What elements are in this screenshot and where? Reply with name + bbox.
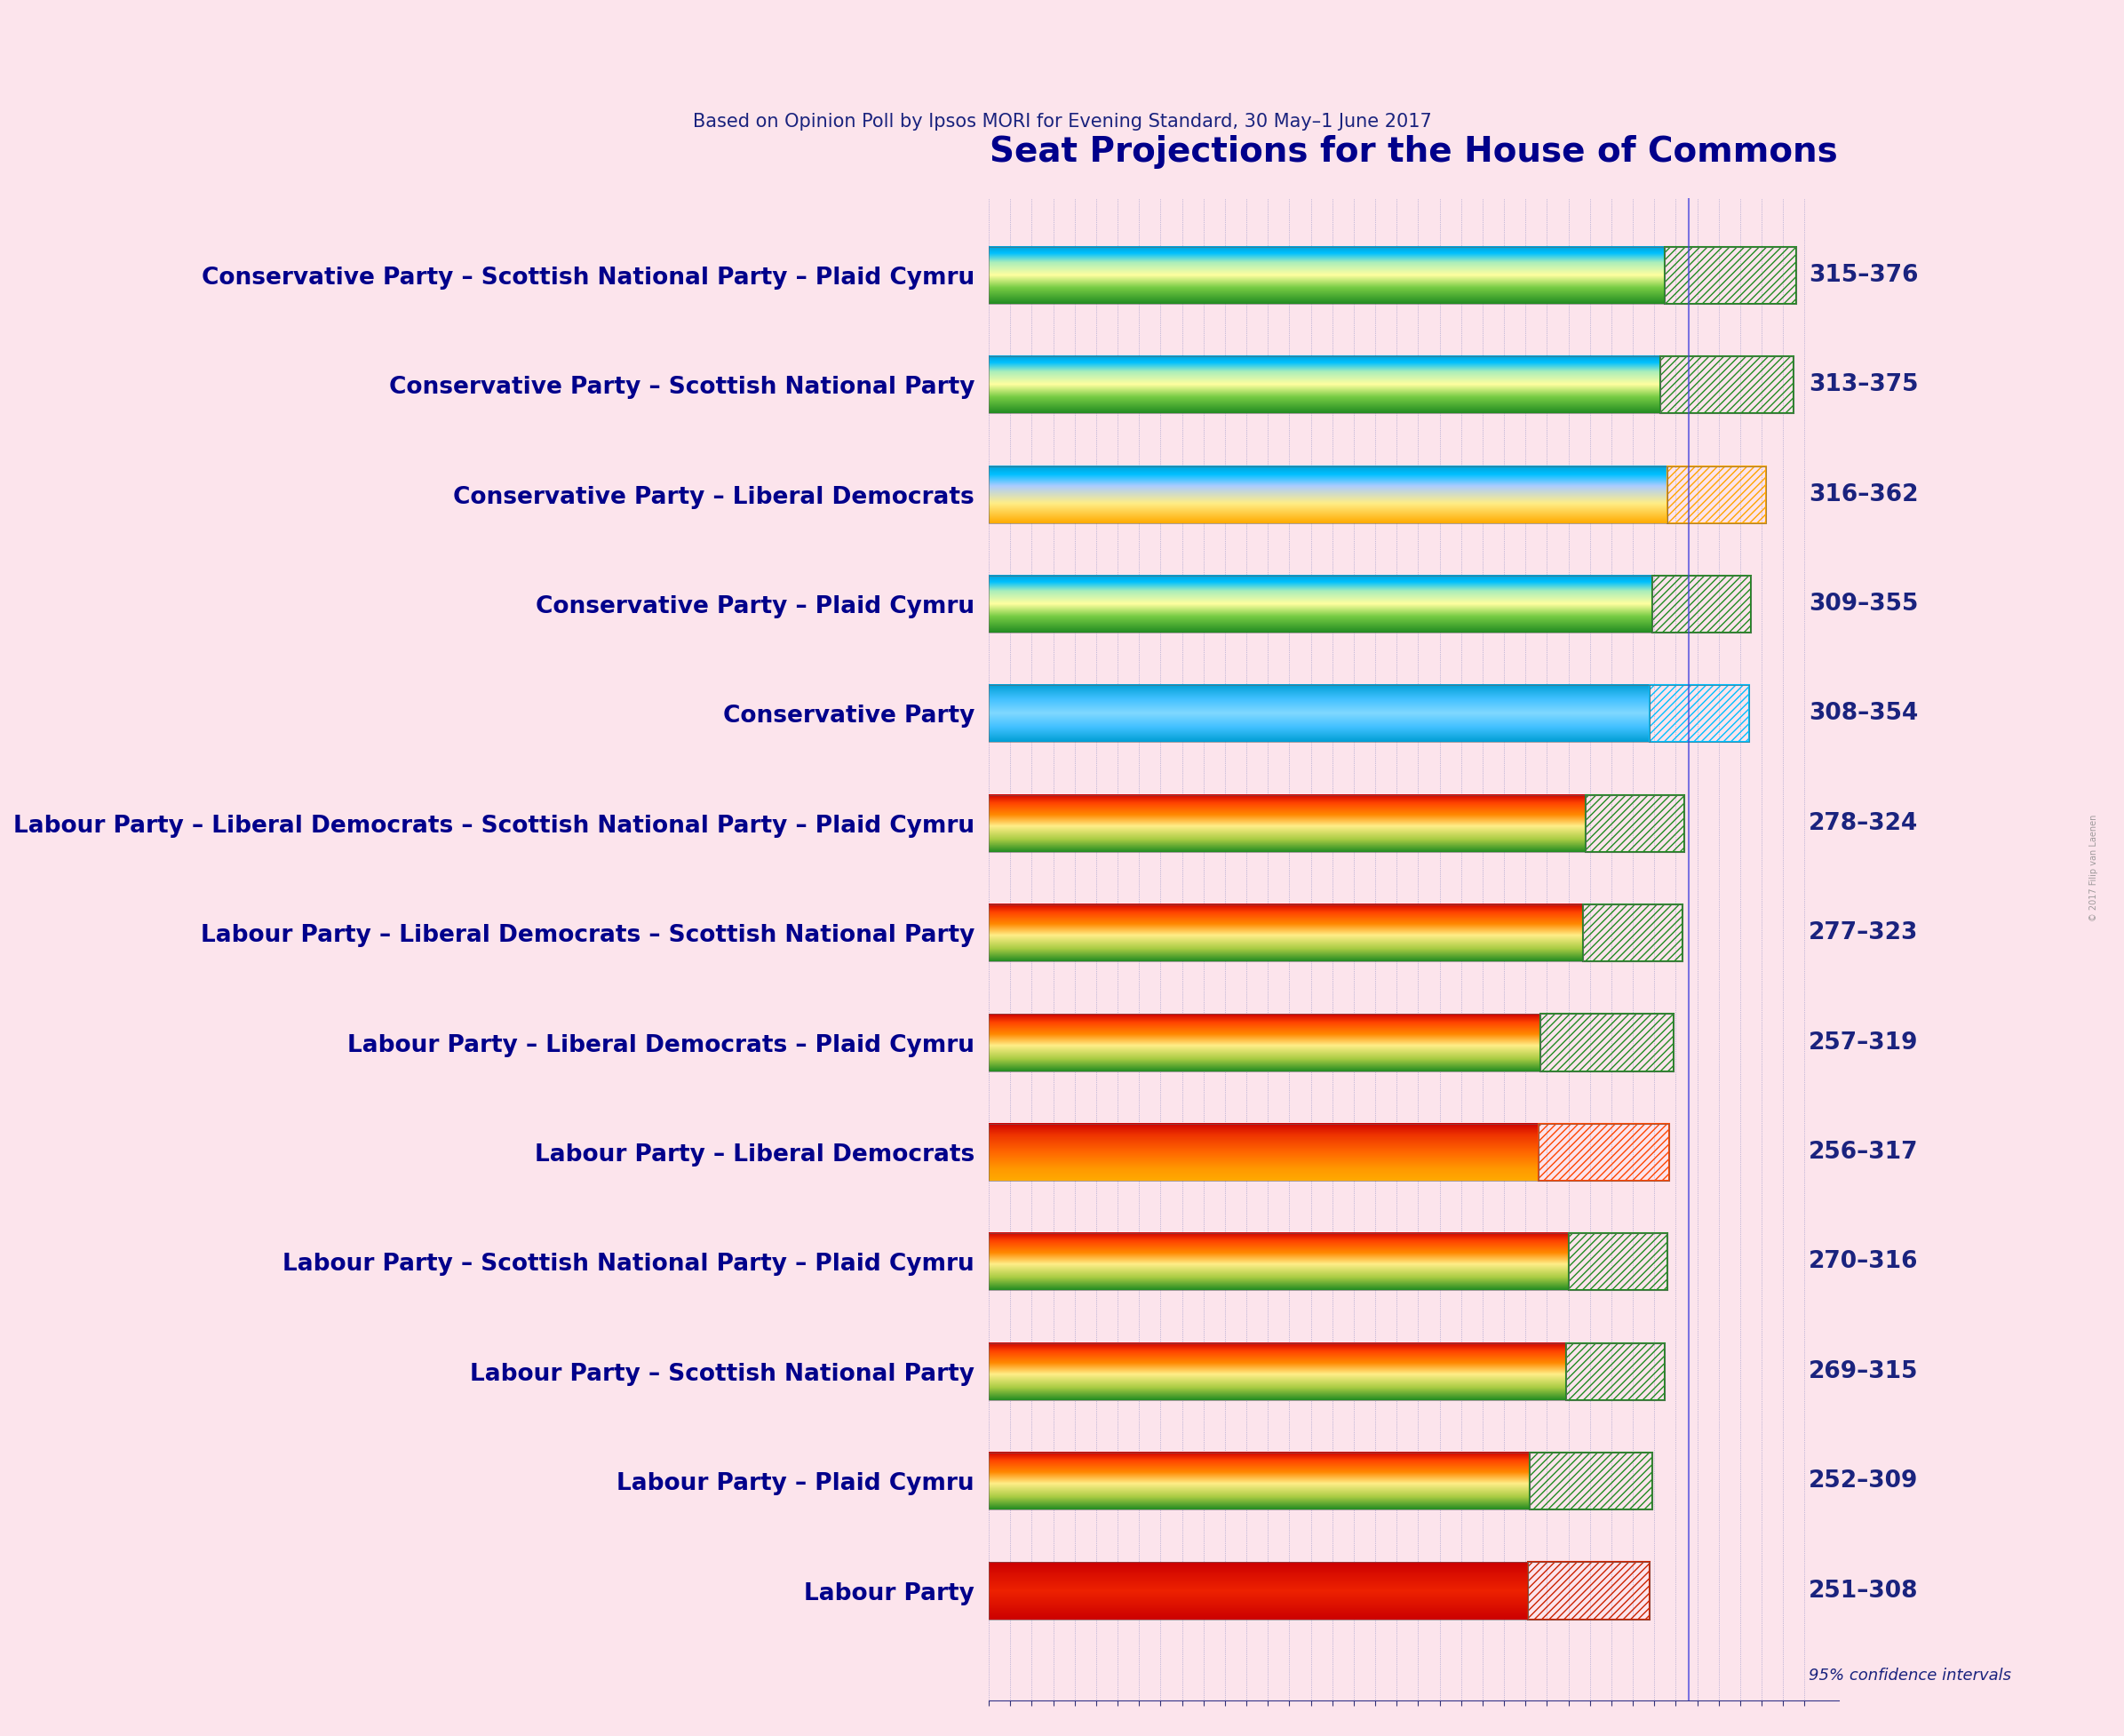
Bar — [1527, 1562, 1650, 1620]
Text: 308–354: 308–354 — [1810, 701, 1918, 726]
Text: 270–316: 270–316 — [1810, 1250, 1918, 1274]
Bar — [990, 576, 1652, 632]
Bar — [990, 465, 1667, 523]
Bar — [1650, 686, 1748, 743]
Bar — [1652, 576, 1750, 632]
Text: © 2017 Filip van Laenen: © 2017 Filip van Laenen — [2090, 814, 2099, 922]
Text: 309–355: 309–355 — [1810, 592, 1918, 616]
Bar — [1527, 1562, 1650, 1620]
Bar — [1661, 356, 1795, 413]
Bar — [1529, 1453, 1652, 1510]
Bar — [1565, 1344, 1665, 1399]
Text: Based on Opinion Poll by Ipsos MORI for Evening Standard, 30 May–1 June 2017: Based on Opinion Poll by Ipsos MORI for … — [692, 113, 1432, 130]
Text: 278–324: 278–324 — [1810, 812, 1918, 835]
Bar — [990, 1014, 1540, 1071]
Bar — [1652, 576, 1750, 632]
Text: 257–319: 257–319 — [1810, 1031, 1918, 1054]
Bar — [1540, 1014, 1674, 1071]
Bar — [1665, 247, 1797, 304]
Bar — [990, 1562, 1527, 1620]
Text: 252–309: 252–309 — [1810, 1470, 1918, 1493]
Bar — [1568, 1233, 1667, 1290]
Bar — [1582, 904, 1682, 962]
Bar — [1667, 465, 1765, 523]
Text: 256–317: 256–317 — [1810, 1141, 1918, 1163]
Text: 315–376: 315–376 — [1810, 264, 1918, 286]
Bar — [1565, 1344, 1665, 1399]
Text: 277–323: 277–323 — [1810, 922, 1918, 944]
Bar — [1568, 1233, 1667, 1290]
Bar — [1667, 465, 1765, 523]
Text: 251–308: 251–308 — [1810, 1580, 1918, 1602]
Bar — [990, 1453, 1529, 1510]
Bar — [1582, 904, 1682, 962]
Bar — [1540, 1014, 1674, 1071]
Bar — [990, 1233, 1568, 1290]
Bar — [990, 356, 1661, 413]
Bar — [1529, 1453, 1652, 1510]
Text: 95% confidence intervals: 95% confidence intervals — [1810, 1668, 2011, 1684]
Title: Seat Projections for the House of Commons: Seat Projections for the House of Common… — [990, 135, 1837, 168]
Bar — [990, 904, 1582, 962]
Bar — [1538, 1123, 1669, 1180]
Bar — [990, 1344, 1565, 1399]
Bar — [1587, 795, 1684, 852]
Text: 313–375: 313–375 — [1810, 373, 1918, 396]
Text: 316–362: 316–362 — [1810, 483, 1918, 507]
Text: 269–315: 269–315 — [1810, 1359, 1918, 1384]
Bar — [1538, 1123, 1669, 1180]
Bar — [1650, 686, 1748, 743]
Bar — [1665, 247, 1797, 304]
Bar — [990, 1123, 1538, 1180]
Bar — [1661, 356, 1795, 413]
Bar — [1587, 795, 1684, 852]
Bar — [990, 795, 1587, 852]
Bar — [990, 247, 1665, 304]
Bar — [990, 686, 1650, 743]
